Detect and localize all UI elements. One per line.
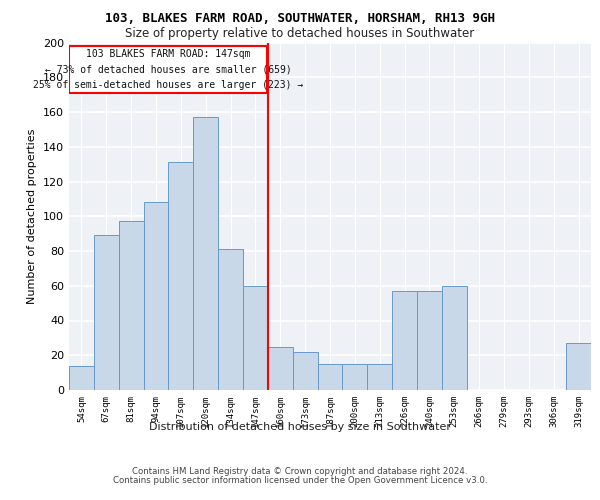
Bar: [119, 222, 143, 390]
Bar: [442, 286, 467, 390]
Text: 103, BLAKES FARM ROAD, SOUTHWATER, HORSHAM, RH13 9GH: 103, BLAKES FARM ROAD, SOUTHWATER, HORSH…: [105, 12, 495, 26]
Bar: [243, 286, 268, 390]
Bar: [317, 364, 343, 390]
Bar: [417, 291, 442, 390]
Bar: [193, 117, 218, 390]
Bar: [293, 352, 317, 390]
Text: Contains public sector information licensed under the Open Government Licence v3: Contains public sector information licen…: [113, 476, 487, 485]
Text: Size of property relative to detached houses in Southwater: Size of property relative to detached ho…: [125, 28, 475, 40]
Bar: [367, 364, 392, 390]
Bar: [343, 364, 367, 390]
Bar: [566, 343, 591, 390]
Bar: [94, 236, 119, 390]
Bar: [143, 202, 169, 390]
Bar: [218, 250, 243, 390]
Y-axis label: Number of detached properties: Number of detached properties: [28, 128, 37, 304]
Bar: [69, 366, 94, 390]
Bar: [169, 162, 193, 390]
Bar: [392, 291, 417, 390]
Bar: [70, 46, 266, 93]
Text: Contains HM Land Registry data © Crown copyright and database right 2024.: Contains HM Land Registry data © Crown c…: [132, 467, 468, 476]
Bar: [268, 346, 293, 390]
Text: Distribution of detached houses by size in Southwater: Distribution of detached houses by size …: [149, 422, 451, 432]
Text: 103 BLAKES FARM ROAD: 147sqm
← 73% of detached houses are smaller (659)
25% of s: 103 BLAKES FARM ROAD: 147sqm ← 73% of de…: [33, 49, 303, 90]
